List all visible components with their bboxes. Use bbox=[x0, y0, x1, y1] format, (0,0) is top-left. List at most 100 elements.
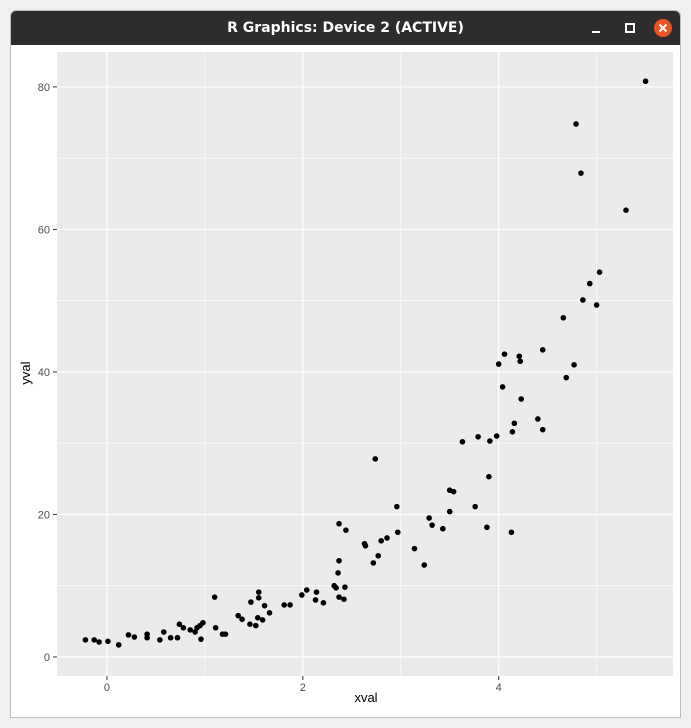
point bbox=[539, 426, 546, 433]
point bbox=[516, 353, 523, 360]
point bbox=[287, 602, 293, 608]
point bbox=[211, 594, 218, 600]
point bbox=[517, 358, 524, 365]
title-bar: R Graphics: Device 2 (ACTIVE) bbox=[11, 11, 680, 45]
point bbox=[198, 636, 204, 642]
point bbox=[421, 562, 428, 568]
point bbox=[335, 570, 341, 576]
point bbox=[125, 632, 132, 638]
point bbox=[174, 634, 181, 641]
close-button[interactable] bbox=[654, 19, 672, 37]
point bbox=[450, 488, 457, 495]
point bbox=[395, 529, 401, 536]
point bbox=[333, 585, 339, 591]
y-tick-label: 20 bbox=[38, 509, 50, 521]
point bbox=[384, 535, 390, 541]
point bbox=[115, 642, 122, 648]
point bbox=[573, 121, 579, 127]
point bbox=[192, 629, 198, 635]
point bbox=[313, 589, 320, 595]
point bbox=[586, 280, 593, 287]
y-tick-label: 60 bbox=[38, 224, 50, 236]
point bbox=[255, 595, 262, 601]
point bbox=[212, 624, 219, 631]
point bbox=[580, 297, 586, 303]
point bbox=[312, 597, 319, 603]
point bbox=[167, 634, 174, 641]
x-tick-label: 4 bbox=[496, 682, 502, 694]
point bbox=[509, 429, 516, 435]
point bbox=[144, 634, 150, 641]
point bbox=[336, 557, 342, 564]
point bbox=[571, 362, 577, 368]
point bbox=[342, 584, 348, 590]
point bbox=[518, 396, 525, 402]
point bbox=[105, 638, 111, 645]
point bbox=[266, 609, 273, 616]
point bbox=[200, 619, 206, 626]
point bbox=[180, 624, 187, 631]
point bbox=[539, 347, 546, 353]
point bbox=[499, 384, 506, 390]
minimize-button[interactable] bbox=[587, 19, 605, 37]
point bbox=[255, 589, 262, 595]
point bbox=[281, 602, 288, 608]
x-axis-title: xval bbox=[354, 690, 377, 705]
point bbox=[259, 617, 266, 623]
maximize-button[interactable] bbox=[621, 19, 639, 37]
point bbox=[623, 207, 629, 213]
point bbox=[261, 602, 268, 609]
y-tick-label: 0 bbox=[44, 652, 50, 664]
point bbox=[511, 420, 518, 427]
point bbox=[472, 503, 478, 510]
point bbox=[394, 503, 400, 510]
point bbox=[131, 634, 138, 640]
point bbox=[253, 622, 259, 629]
point bbox=[91, 637, 98, 643]
window-title: R Graphics: Device 2 (ACTIVE) bbox=[227, 20, 464, 36]
point bbox=[248, 599, 254, 605]
point bbox=[596, 269, 603, 275]
point bbox=[235, 612, 241, 619]
point bbox=[157, 637, 163, 643]
point bbox=[563, 374, 570, 381]
point bbox=[375, 552, 382, 559]
point bbox=[362, 543, 369, 549]
point bbox=[493, 433, 500, 439]
point bbox=[160, 629, 167, 635]
point bbox=[370, 560, 377, 566]
point bbox=[239, 616, 245, 623]
plot-panel bbox=[57, 52, 673, 676]
point bbox=[495, 361, 502, 367]
point bbox=[336, 594, 342, 600]
point bbox=[320, 600, 327, 606]
x-tick-label: 0 bbox=[104, 682, 110, 694]
point bbox=[187, 627, 193, 633]
point bbox=[426, 515, 432, 521]
point bbox=[486, 473, 492, 480]
point bbox=[487, 438, 493, 444]
point bbox=[247, 621, 253, 627]
point bbox=[222, 631, 229, 637]
point bbox=[96, 639, 102, 645]
point bbox=[642, 78, 649, 85]
point bbox=[508, 529, 515, 536]
point bbox=[303, 587, 310, 593]
point bbox=[341, 596, 347, 603]
point bbox=[475, 433, 481, 440]
point bbox=[593, 302, 600, 308]
point bbox=[372, 456, 379, 462]
y-tick-label: 40 bbox=[38, 367, 50, 379]
y-tick-label: 80 bbox=[38, 82, 50, 94]
point bbox=[299, 592, 305, 598]
point bbox=[176, 621, 183, 627]
window: R Graphics: Device 2 (ACTIVE) xval yval … bbox=[10, 10, 681, 718]
point bbox=[378, 538, 384, 544]
point bbox=[254, 614, 261, 621]
point bbox=[484, 524, 490, 531]
point bbox=[429, 522, 435, 528]
y-axis-title: yval bbox=[18, 361, 33, 384]
point bbox=[578, 170, 584, 176]
